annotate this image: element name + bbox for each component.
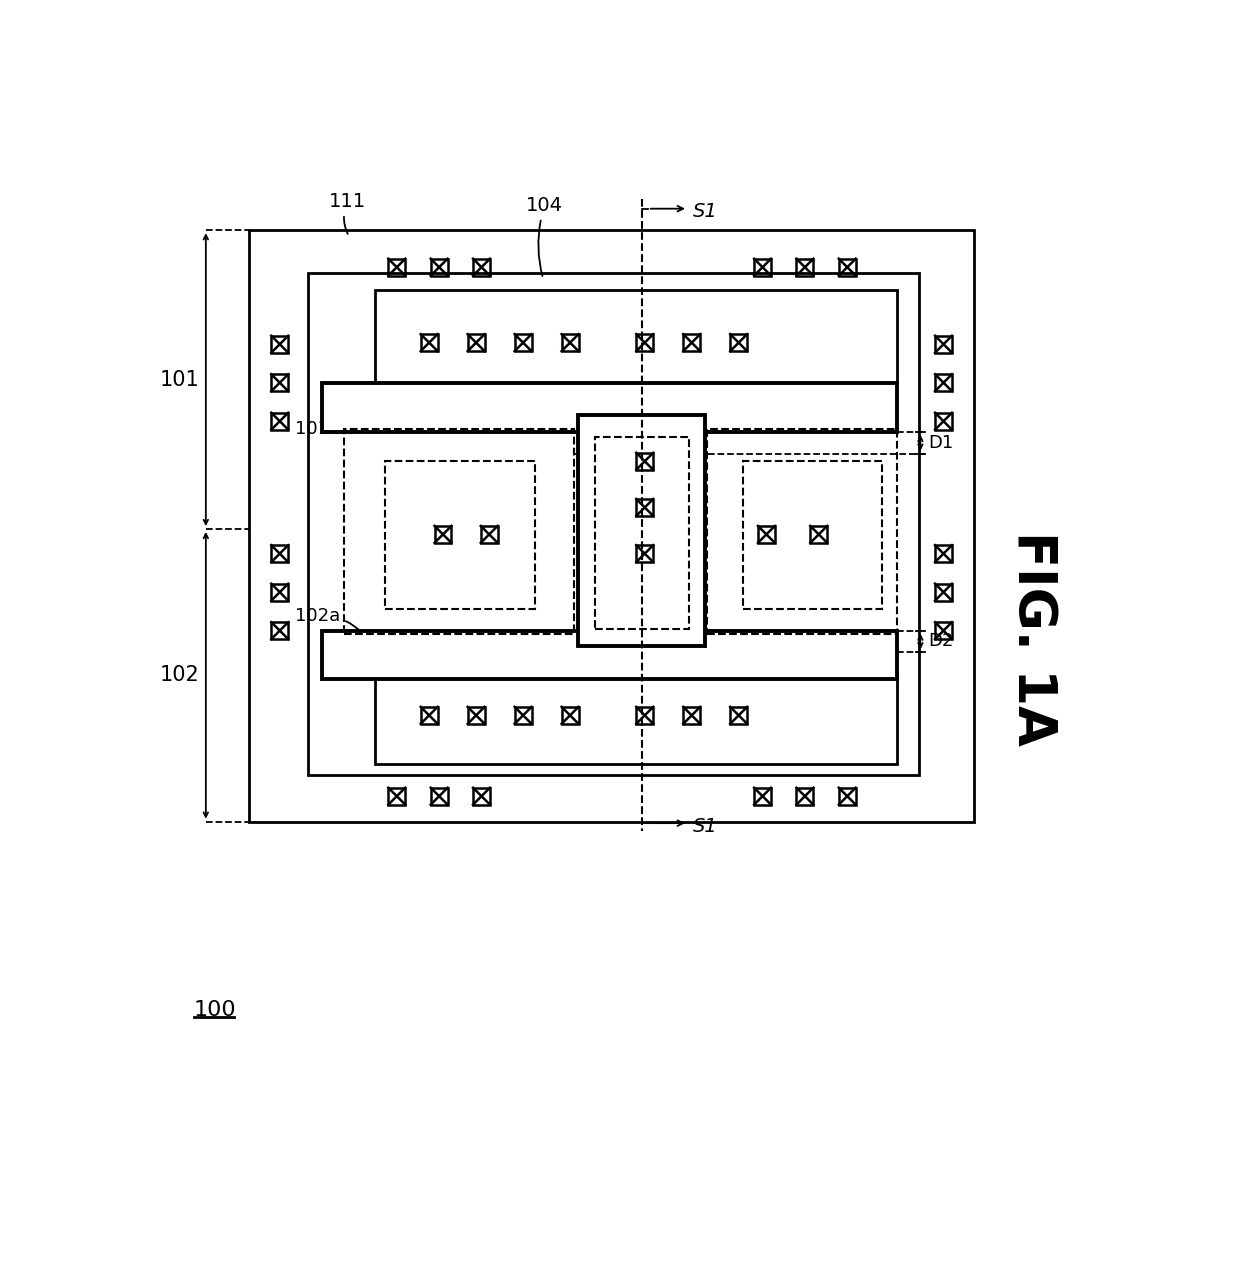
Bar — [758, 526, 775, 543]
Bar — [636, 453, 653, 470]
Bar — [467, 335, 485, 351]
Bar — [595, 437, 689, 630]
Bar — [515, 707, 532, 724]
Bar — [388, 259, 405, 276]
Text: D2: D2 — [928, 632, 954, 650]
Bar — [430, 259, 448, 276]
Text: S1: S1 — [692, 817, 717, 835]
Bar — [272, 336, 288, 352]
Text: 104: 104 — [526, 195, 563, 276]
Bar — [388, 788, 405, 805]
Bar — [796, 259, 813, 276]
Bar — [683, 335, 701, 351]
Text: 102a: 102a — [295, 608, 372, 650]
Bar — [249, 230, 975, 821]
Text: FIG. 1A: FIG. 1A — [1006, 531, 1058, 746]
Bar — [754, 259, 771, 276]
Bar — [467, 707, 485, 724]
Bar — [743, 461, 882, 609]
Bar — [272, 545, 288, 562]
Bar — [430, 788, 448, 805]
Bar — [309, 272, 919, 775]
Bar — [562, 707, 579, 724]
Bar — [272, 412, 288, 429]
Bar — [636, 545, 653, 562]
Bar — [636, 707, 653, 724]
Bar — [434, 526, 451, 543]
Bar — [420, 335, 438, 351]
Text: 101a: 101a — [295, 406, 372, 438]
Bar — [515, 335, 532, 351]
Text: 100: 100 — [193, 1000, 236, 1020]
Bar — [730, 707, 748, 724]
Bar — [683, 707, 701, 724]
Bar — [376, 672, 898, 764]
Bar — [838, 259, 856, 276]
Bar — [935, 374, 952, 391]
Text: 111: 111 — [329, 192, 366, 234]
Bar — [562, 335, 579, 351]
Bar — [935, 545, 952, 562]
Text: 102: 102 — [160, 665, 200, 686]
Text: D1: D1 — [928, 434, 954, 452]
Bar — [935, 584, 952, 600]
Bar — [322, 383, 898, 432]
Bar — [472, 259, 490, 276]
Bar — [386, 461, 536, 609]
Bar — [345, 429, 574, 635]
Bar — [730, 335, 748, 351]
Bar — [472, 788, 490, 805]
Text: 101: 101 — [160, 369, 200, 389]
Bar — [838, 788, 856, 805]
Bar — [481, 526, 497, 543]
Bar — [935, 622, 952, 638]
Bar — [636, 335, 653, 351]
Bar — [935, 336, 952, 352]
Bar — [810, 526, 827, 543]
Bar — [935, 412, 952, 429]
Bar — [272, 622, 288, 638]
Bar — [636, 499, 653, 516]
Bar — [578, 415, 704, 646]
Bar — [420, 707, 438, 724]
Bar — [272, 374, 288, 391]
Bar — [272, 584, 288, 600]
Bar — [707, 429, 898, 635]
Text: S1: S1 — [692, 202, 717, 221]
Bar — [796, 788, 813, 805]
Bar — [322, 631, 898, 679]
Bar — [754, 788, 771, 805]
Bar — [376, 290, 898, 383]
